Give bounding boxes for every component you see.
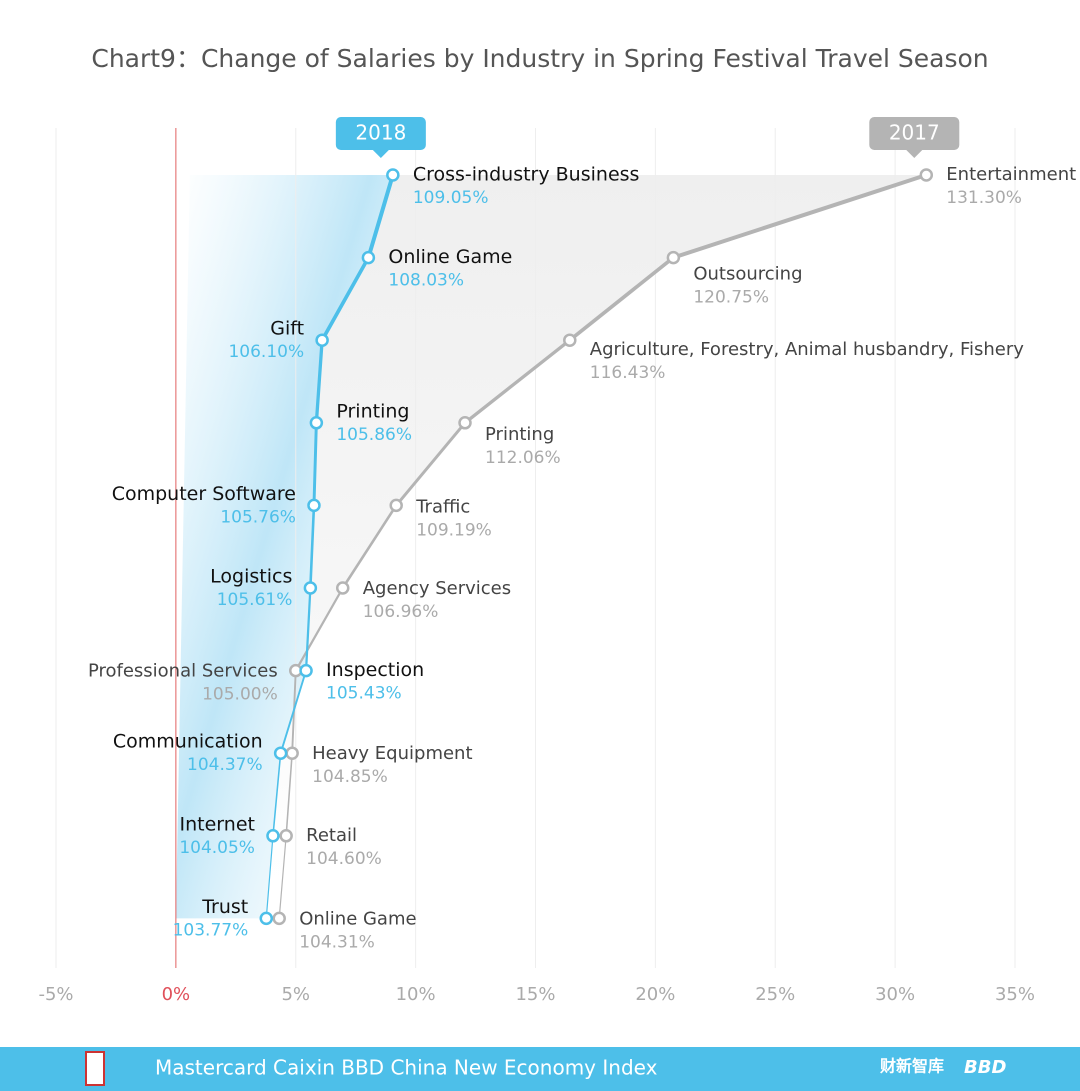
line-segment — [320, 255, 371, 343]
point — [919, 168, 934, 182]
point — [299, 663, 313, 678]
line-segment — [463, 338, 572, 425]
point — [335, 581, 350, 595]
point-label: Agriculture, Forestry, Animal husbandry,… — [590, 339, 1024, 360]
line-segment — [285, 752, 293, 837]
point-label: Traffic — [415, 496, 470, 517]
point-label: Outsourcing — [693, 264, 802, 285]
point-label: Communication — [113, 731, 263, 753]
value-label: 103.77% — [173, 920, 249, 940]
line-segment — [265, 835, 274, 920]
point — [666, 250, 681, 265]
point-label: Trust — [201, 896, 248, 918]
value-label: 105.61% — [217, 590, 293, 610]
line-segment — [278, 835, 287, 920]
point-label: Computer Software — [112, 483, 296, 505]
point — [285, 746, 299, 760]
point-label: Retail — [306, 825, 357, 846]
point-label: Gift — [270, 318, 304, 340]
point-label: Professional Services — [88, 661, 278, 682]
value-label: 116.43% — [590, 363, 666, 383]
legend-flag — [335, 117, 426, 158]
point-label: Online Game — [299, 908, 416, 929]
value-label: 104.05% — [179, 838, 255, 858]
point-label: Heavy Equipment — [312, 743, 472, 764]
value-label: 131.30% — [946, 188, 1022, 208]
footer-logo: BBD — [964, 1057, 1006, 1078]
line-segment — [394, 421, 467, 507]
gap-fill — [266, 175, 927, 919]
legend-flag — [869, 117, 960, 158]
x-tick-label: -5% — [38, 984, 73, 1005]
footer-icon — [85, 1051, 105, 1086]
point — [458, 416, 472, 430]
point-label: Entertainment — [946, 164, 1076, 185]
line-segment — [272, 752, 282, 837]
point — [315, 333, 329, 347]
value-label: 106.96% — [363, 602, 439, 622]
point — [389, 498, 403, 513]
point-label: Agency Services — [363, 578, 511, 599]
point — [386, 168, 400, 182]
value-label: 105.00% — [202, 685, 278, 705]
point-label: Inspection — [326, 659, 424, 681]
value-label: 104.31% — [299, 932, 375, 952]
point-label: Printing — [485, 424, 554, 445]
value-label: 105.43% — [326, 684, 402, 704]
x-tick-label: 0% — [162, 984, 191, 1005]
x-tick-label: 15% — [515, 984, 555, 1005]
point-label: Internet — [180, 813, 255, 835]
legend-label: 2018 — [355, 121, 406, 145]
value-label: 108.03% — [388, 271, 464, 291]
point — [273, 746, 288, 760]
line-segment — [567, 255, 676, 343]
value-label: 104.37% — [187, 755, 263, 775]
value-label: 105.76% — [220, 507, 296, 527]
point-label: Logistics — [210, 566, 292, 588]
point — [361, 250, 376, 265]
point — [266, 829, 280, 843]
footer-text: Mastercard Caixin BBD China New Economy … — [155, 1056, 658, 1080]
value-label: 120.75% — [693, 288, 769, 308]
line-segment — [366, 173, 395, 260]
line-segment — [671, 173, 929, 260]
x-tick-label: 5% — [281, 984, 310, 1005]
x-tick-label: 20% — [635, 984, 675, 1005]
value-label: 105.86% — [336, 425, 412, 445]
area-fill — [175, 175, 393, 919]
point — [307, 498, 321, 513]
point — [309, 416, 324, 430]
value-label: 112.06% — [485, 448, 561, 468]
x-tick-label: 25% — [755, 984, 795, 1005]
point-label: Cross-industry Business — [413, 164, 640, 186]
value-label: 104.85% — [312, 767, 388, 787]
point — [272, 911, 286, 926]
point — [259, 911, 274, 926]
line-segment — [304, 586, 312, 672]
point-label: Online Game — [388, 246, 512, 268]
point-label: Printing — [336, 400, 409, 422]
point — [303, 581, 318, 595]
footer-logo: 财新智库 — [879, 1057, 944, 1076]
value-label: 104.60% — [306, 849, 382, 869]
line-segment — [314, 338, 324, 425]
footer-bar — [0, 1047, 1080, 1091]
x-tick-label: 35% — [995, 984, 1035, 1005]
line-segment — [294, 586, 344, 672]
value-label: 106.10% — [228, 342, 304, 362]
line-segment — [279, 669, 308, 755]
chart-title: Chart9：Change of Salaries by Industry in… — [91, 44, 988, 73]
value-label: 109.19% — [416, 520, 492, 540]
value-label: 109.05% — [413, 188, 489, 208]
point — [563, 333, 577, 347]
line-segment — [312, 421, 318, 507]
line-segment — [341, 504, 398, 590]
point — [279, 829, 293, 843]
x-tick-label: 30% — [875, 984, 915, 1005]
legend-label: 2017 — [889, 121, 940, 145]
line-segment — [309, 504, 316, 590]
x-tick-label: 10% — [396, 984, 436, 1005]
